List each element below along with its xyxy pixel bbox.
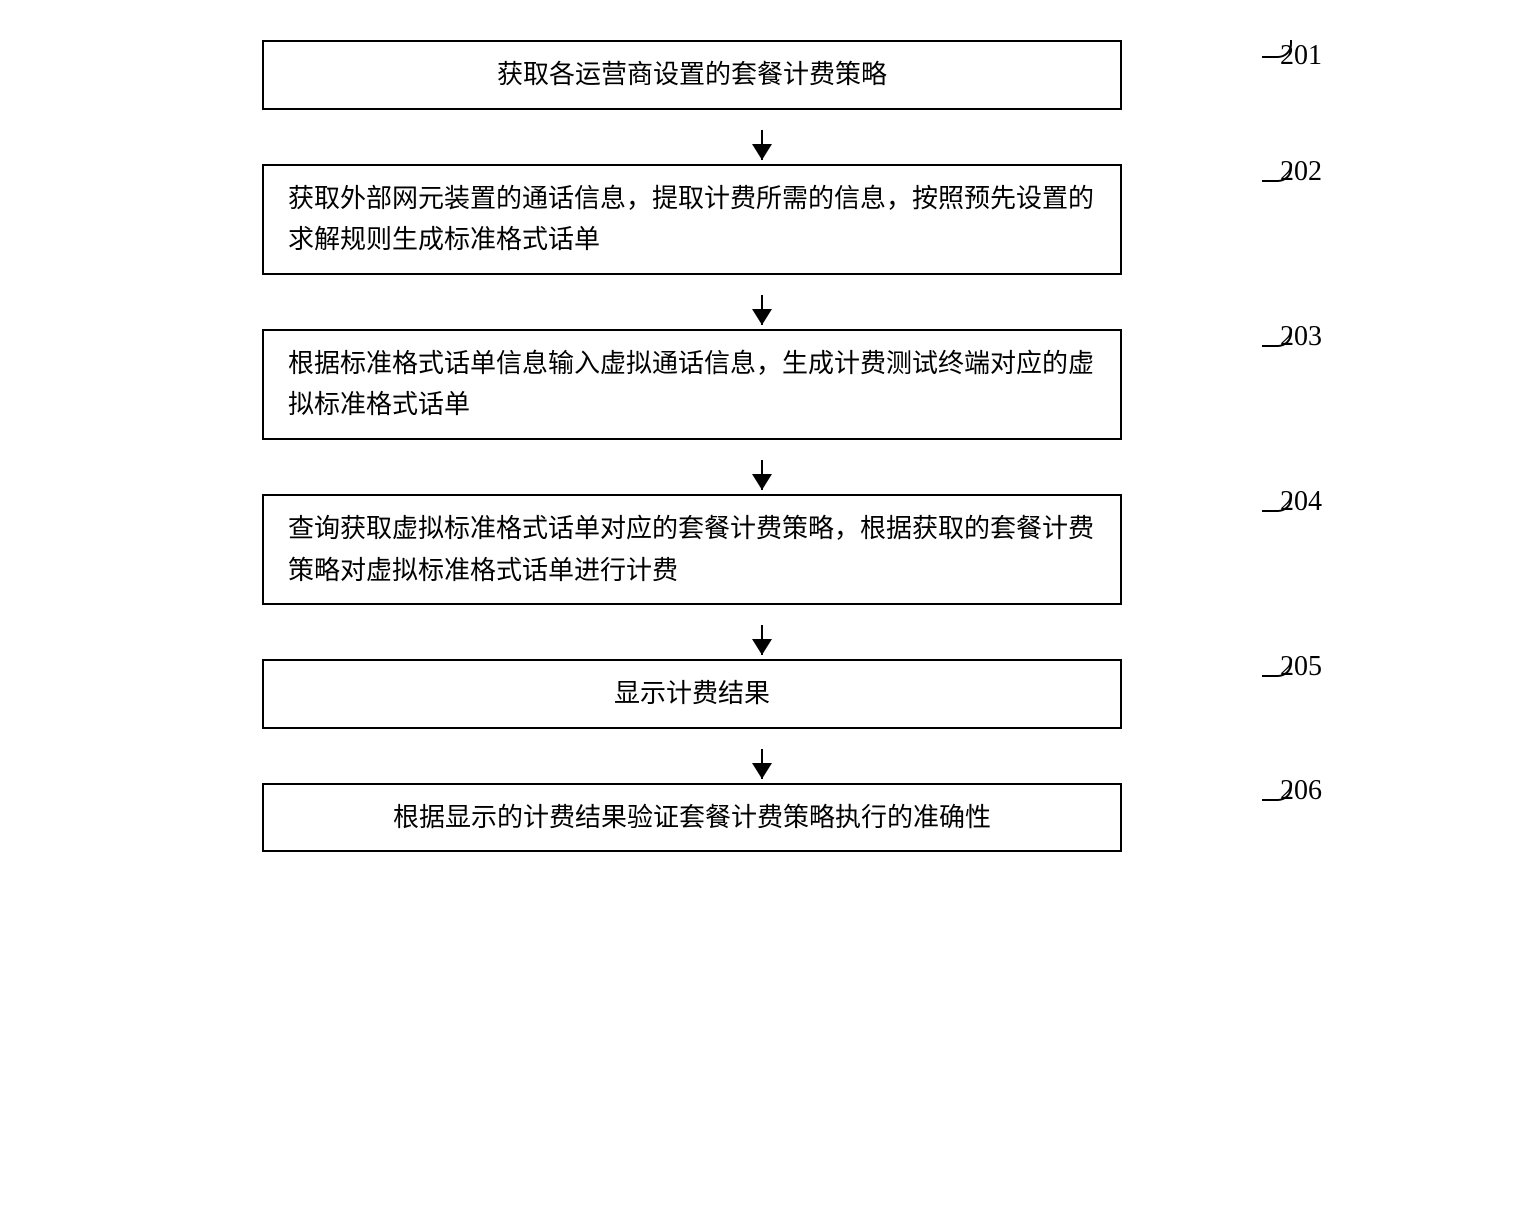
arrow-down-icon — [752, 144, 772, 160]
step-label-206: 206 — [1280, 775, 1322, 807]
arrow-down-icon — [752, 763, 772, 779]
step-text-206: 根据显示的计费结果验证套餐计费策略执行的准确性 — [288, 797, 1096, 839]
step-row-205: 显示计费结果 205 — [262, 659, 1262, 729]
step-row-206: 根据显示的计费结果验证套餐计费策略执行的准确性 206 — [262, 783, 1262, 853]
step-box-201: 获取各运营商设置的套餐计费策略 — [262, 40, 1122, 110]
step-row-202: 获取外部网元装置的通话信息，提取计费所需的信息，按照预先设置的求解规则生成标准格… — [262, 164, 1262, 275]
step-box-203: 根据标准格式话单信息输入虚拟通话信息，生成计费测试终端对应的虚拟标准格式话单 — [262, 329, 1122, 440]
flowchart-container: 获取各运营商设置的套餐计费策略 201 获取外部网元装置的通话信息，提取计费所需… — [262, 40, 1262, 852]
step-text-202: 获取外部网元装置的通话信息，提取计费所需的信息，按照预先设置的求解规则生成标准格… — [288, 178, 1096, 261]
arrow-205-206 — [332, 729, 1192, 783]
step-label-202: 202 — [1280, 156, 1322, 188]
step-label-204: 204 — [1280, 486, 1322, 518]
step-text-205: 显示计费结果 — [288, 673, 1096, 715]
step-row-201: 获取各运营商设置的套餐计费策略 201 — [262, 40, 1262, 110]
arrow-202-203 — [332, 275, 1192, 329]
step-label-203: 203 — [1280, 321, 1322, 353]
step-box-205: 显示计费结果 — [262, 659, 1122, 729]
arrow-201-202 — [332, 110, 1192, 164]
step-box-206: 根据显示的计费结果验证套餐计费策略执行的准确性 — [262, 783, 1122, 853]
step-label-205: 205 — [1280, 651, 1322, 683]
step-row-203: 根据标准格式话单信息输入虚拟通话信息，生成计费测试终端对应的虚拟标准格式话单 2… — [262, 329, 1262, 440]
step-text-204: 查询获取虚拟标准格式话单对应的套餐计费策略，根据获取的套餐计费策略对虚拟标准格式… — [288, 508, 1096, 591]
arrow-204-205 — [332, 605, 1192, 659]
arrow-down-icon — [752, 474, 772, 490]
step-box-202: 获取外部网元装置的通话信息，提取计费所需的信息，按照预先设置的求解规则生成标准格… — [262, 164, 1122, 275]
step-row-204: 查询获取虚拟标准格式话单对应的套餐计费策略，根据获取的套餐计费策略对虚拟标准格式… — [262, 494, 1262, 605]
step-text-201: 获取各运营商设置的套餐计费策略 — [288, 54, 1096, 96]
arrow-down-icon — [752, 309, 772, 325]
step-text-203: 根据标准格式话单信息输入虚拟通话信息，生成计费测试终端对应的虚拟标准格式话单 — [288, 343, 1096, 426]
step-box-204: 查询获取虚拟标准格式话单对应的套餐计费策略，根据获取的套餐计费策略对虚拟标准格式… — [262, 494, 1122, 605]
step-label-201: 201 — [1280, 40, 1322, 72]
arrow-down-icon — [752, 639, 772, 655]
arrow-203-204 — [332, 440, 1192, 494]
